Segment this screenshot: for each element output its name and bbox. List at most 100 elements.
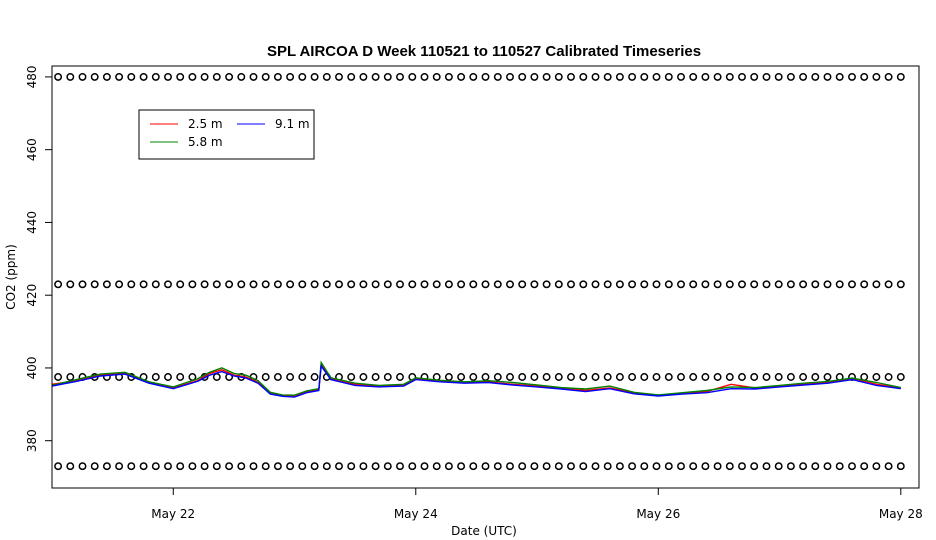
data-point-marker bbox=[896, 462, 905, 471]
data-point-marker bbox=[518, 373, 527, 381]
data-point-marker bbox=[640, 462, 649, 471]
data-point-marker bbox=[237, 72, 246, 81]
data-point-marker bbox=[286, 72, 295, 81]
data-point-marker bbox=[127, 462, 136, 471]
data-point-marker bbox=[603, 280, 612, 289]
data-point-marker bbox=[628, 373, 637, 381]
data-point-marker bbox=[896, 72, 905, 81]
data-point-marker bbox=[799, 72, 808, 81]
data-point-marker bbox=[225, 72, 234, 81]
data-point-marker bbox=[286, 280, 295, 289]
data-point-marker bbox=[457, 373, 466, 381]
data-point-marker bbox=[298, 280, 307, 289]
legend-box bbox=[138, 109, 315, 160]
data-point-marker bbox=[457, 462, 466, 471]
data-point-marker bbox=[298, 72, 307, 81]
data-point-marker bbox=[738, 373, 746, 381]
data-point-marker bbox=[115, 280, 124, 289]
data-point-marker bbox=[579, 72, 588, 81]
data-point-marker bbox=[811, 280, 820, 289]
data-point-marker bbox=[786, 280, 795, 289]
y-tick-label: 400 bbox=[25, 356, 39, 379]
data-point-marker bbox=[432, 280, 441, 289]
data-point-marker bbox=[530, 72, 539, 81]
data-point-marker bbox=[713, 373, 722, 381]
data-point-marker bbox=[823, 462, 832, 471]
data-point-marker bbox=[481, 72, 490, 81]
data-point-marker bbox=[738, 72, 746, 81]
data-point-marker bbox=[677, 72, 685, 81]
data-point-marker bbox=[78, 72, 87, 81]
data-point-marker bbox=[408, 280, 417, 289]
data-point-marker bbox=[554, 72, 563, 81]
data-point-marker bbox=[54, 462, 63, 471]
data-point-marker bbox=[273, 280, 282, 289]
data-point-marker bbox=[54, 280, 63, 289]
data-point-marker bbox=[542, 462, 551, 471]
x-axis: May 22 May 24 May 26 May 28 bbox=[151, 487, 923, 521]
data-point-marker bbox=[896, 280, 905, 289]
data-point-marker bbox=[750, 373, 759, 381]
legend-label: 5.8 m bbox=[188, 135, 223, 149]
data-point-marker bbox=[603, 373, 612, 381]
data-point-marker bbox=[591, 280, 600, 289]
data-point-marker bbox=[102, 462, 111, 471]
data-point-marker bbox=[335, 280, 343, 289]
data-point-marker bbox=[310, 462, 319, 471]
data-point-marker bbox=[799, 280, 808, 289]
data-point-marker bbox=[554, 462, 563, 471]
data-point-marker bbox=[347, 72, 356, 81]
data-point-marker bbox=[200, 462, 209, 471]
data-point-marker bbox=[506, 373, 514, 381]
data-point-marker bbox=[786, 462, 795, 471]
data-point-marker bbox=[371, 462, 380, 471]
data-point-marker bbox=[640, 280, 649, 289]
data-point-marker bbox=[530, 373, 539, 381]
data-point-marker bbox=[615, 373, 624, 381]
data-point-marker bbox=[591, 462, 600, 471]
data-point-marker bbox=[212, 280, 221, 289]
data-point-marker bbox=[884, 373, 893, 381]
data-point-marker bbox=[664, 72, 673, 81]
data-point-marker bbox=[127, 72, 136, 81]
data-point-marker bbox=[848, 280, 856, 289]
data-point-marker bbox=[249, 280, 258, 289]
data-point-marker bbox=[261, 72, 270, 81]
data-point-marker bbox=[738, 280, 746, 289]
data-point-marker bbox=[383, 72, 392, 81]
data-point-marker bbox=[176, 462, 185, 471]
data-point-marker bbox=[286, 373, 295, 381]
data-point-marker bbox=[799, 462, 808, 471]
data-point-marker bbox=[786, 72, 795, 81]
data-point-marker bbox=[66, 373, 75, 381]
data-point-marker bbox=[164, 72, 172, 81]
data-point-marker bbox=[396, 462, 404, 471]
data-point-marker bbox=[554, 373, 563, 381]
data-point-marker bbox=[383, 462, 392, 471]
data-point-marker bbox=[554, 280, 563, 289]
data-point-marker bbox=[444, 72, 453, 81]
data-point-marker bbox=[237, 280, 246, 289]
data-point-marker bbox=[725, 373, 734, 381]
data-point-marker bbox=[444, 280, 453, 289]
data-point-marker bbox=[738, 462, 746, 471]
data-point-marker bbox=[750, 72, 759, 81]
data-point-marker bbox=[664, 280, 673, 289]
data-point-marker bbox=[383, 373, 392, 381]
data-point-marker bbox=[664, 462, 673, 471]
data-point-marker bbox=[567, 462, 575, 471]
data-point-marker bbox=[652, 373, 661, 381]
data-point-marker bbox=[750, 462, 759, 471]
data-point-marker bbox=[310, 280, 319, 289]
data-point-marker bbox=[835, 462, 844, 471]
data-point-marker bbox=[725, 462, 734, 471]
data-point-marker bbox=[811, 373, 820, 381]
data-point-marker bbox=[506, 72, 514, 81]
data-point-marker bbox=[298, 373, 307, 381]
data-point-marker bbox=[518, 72, 527, 81]
data-point-marker bbox=[762, 72, 771, 81]
data-point-marker bbox=[774, 72, 783, 81]
data-point-marker bbox=[420, 462, 429, 471]
data-point-marker bbox=[432, 72, 441, 81]
data-point-marker bbox=[261, 373, 270, 381]
